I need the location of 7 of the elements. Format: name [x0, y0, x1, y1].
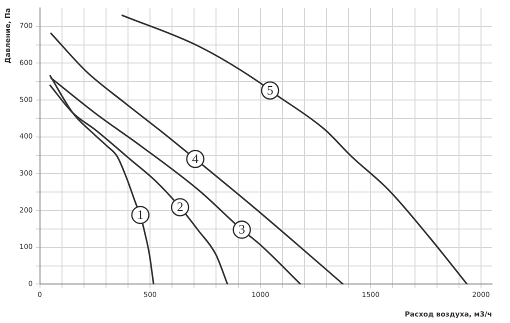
- annotation: 3: [238, 222, 246, 237]
- line-series: [121, 14, 468, 284]
- annotation: 4: [192, 150, 200, 166]
- line-series: [50, 32, 344, 284]
- annotation: 2: [176, 199, 184, 214]
- annotation: 1: [137, 206, 144, 222]
- annotation: 5: [266, 82, 274, 98]
